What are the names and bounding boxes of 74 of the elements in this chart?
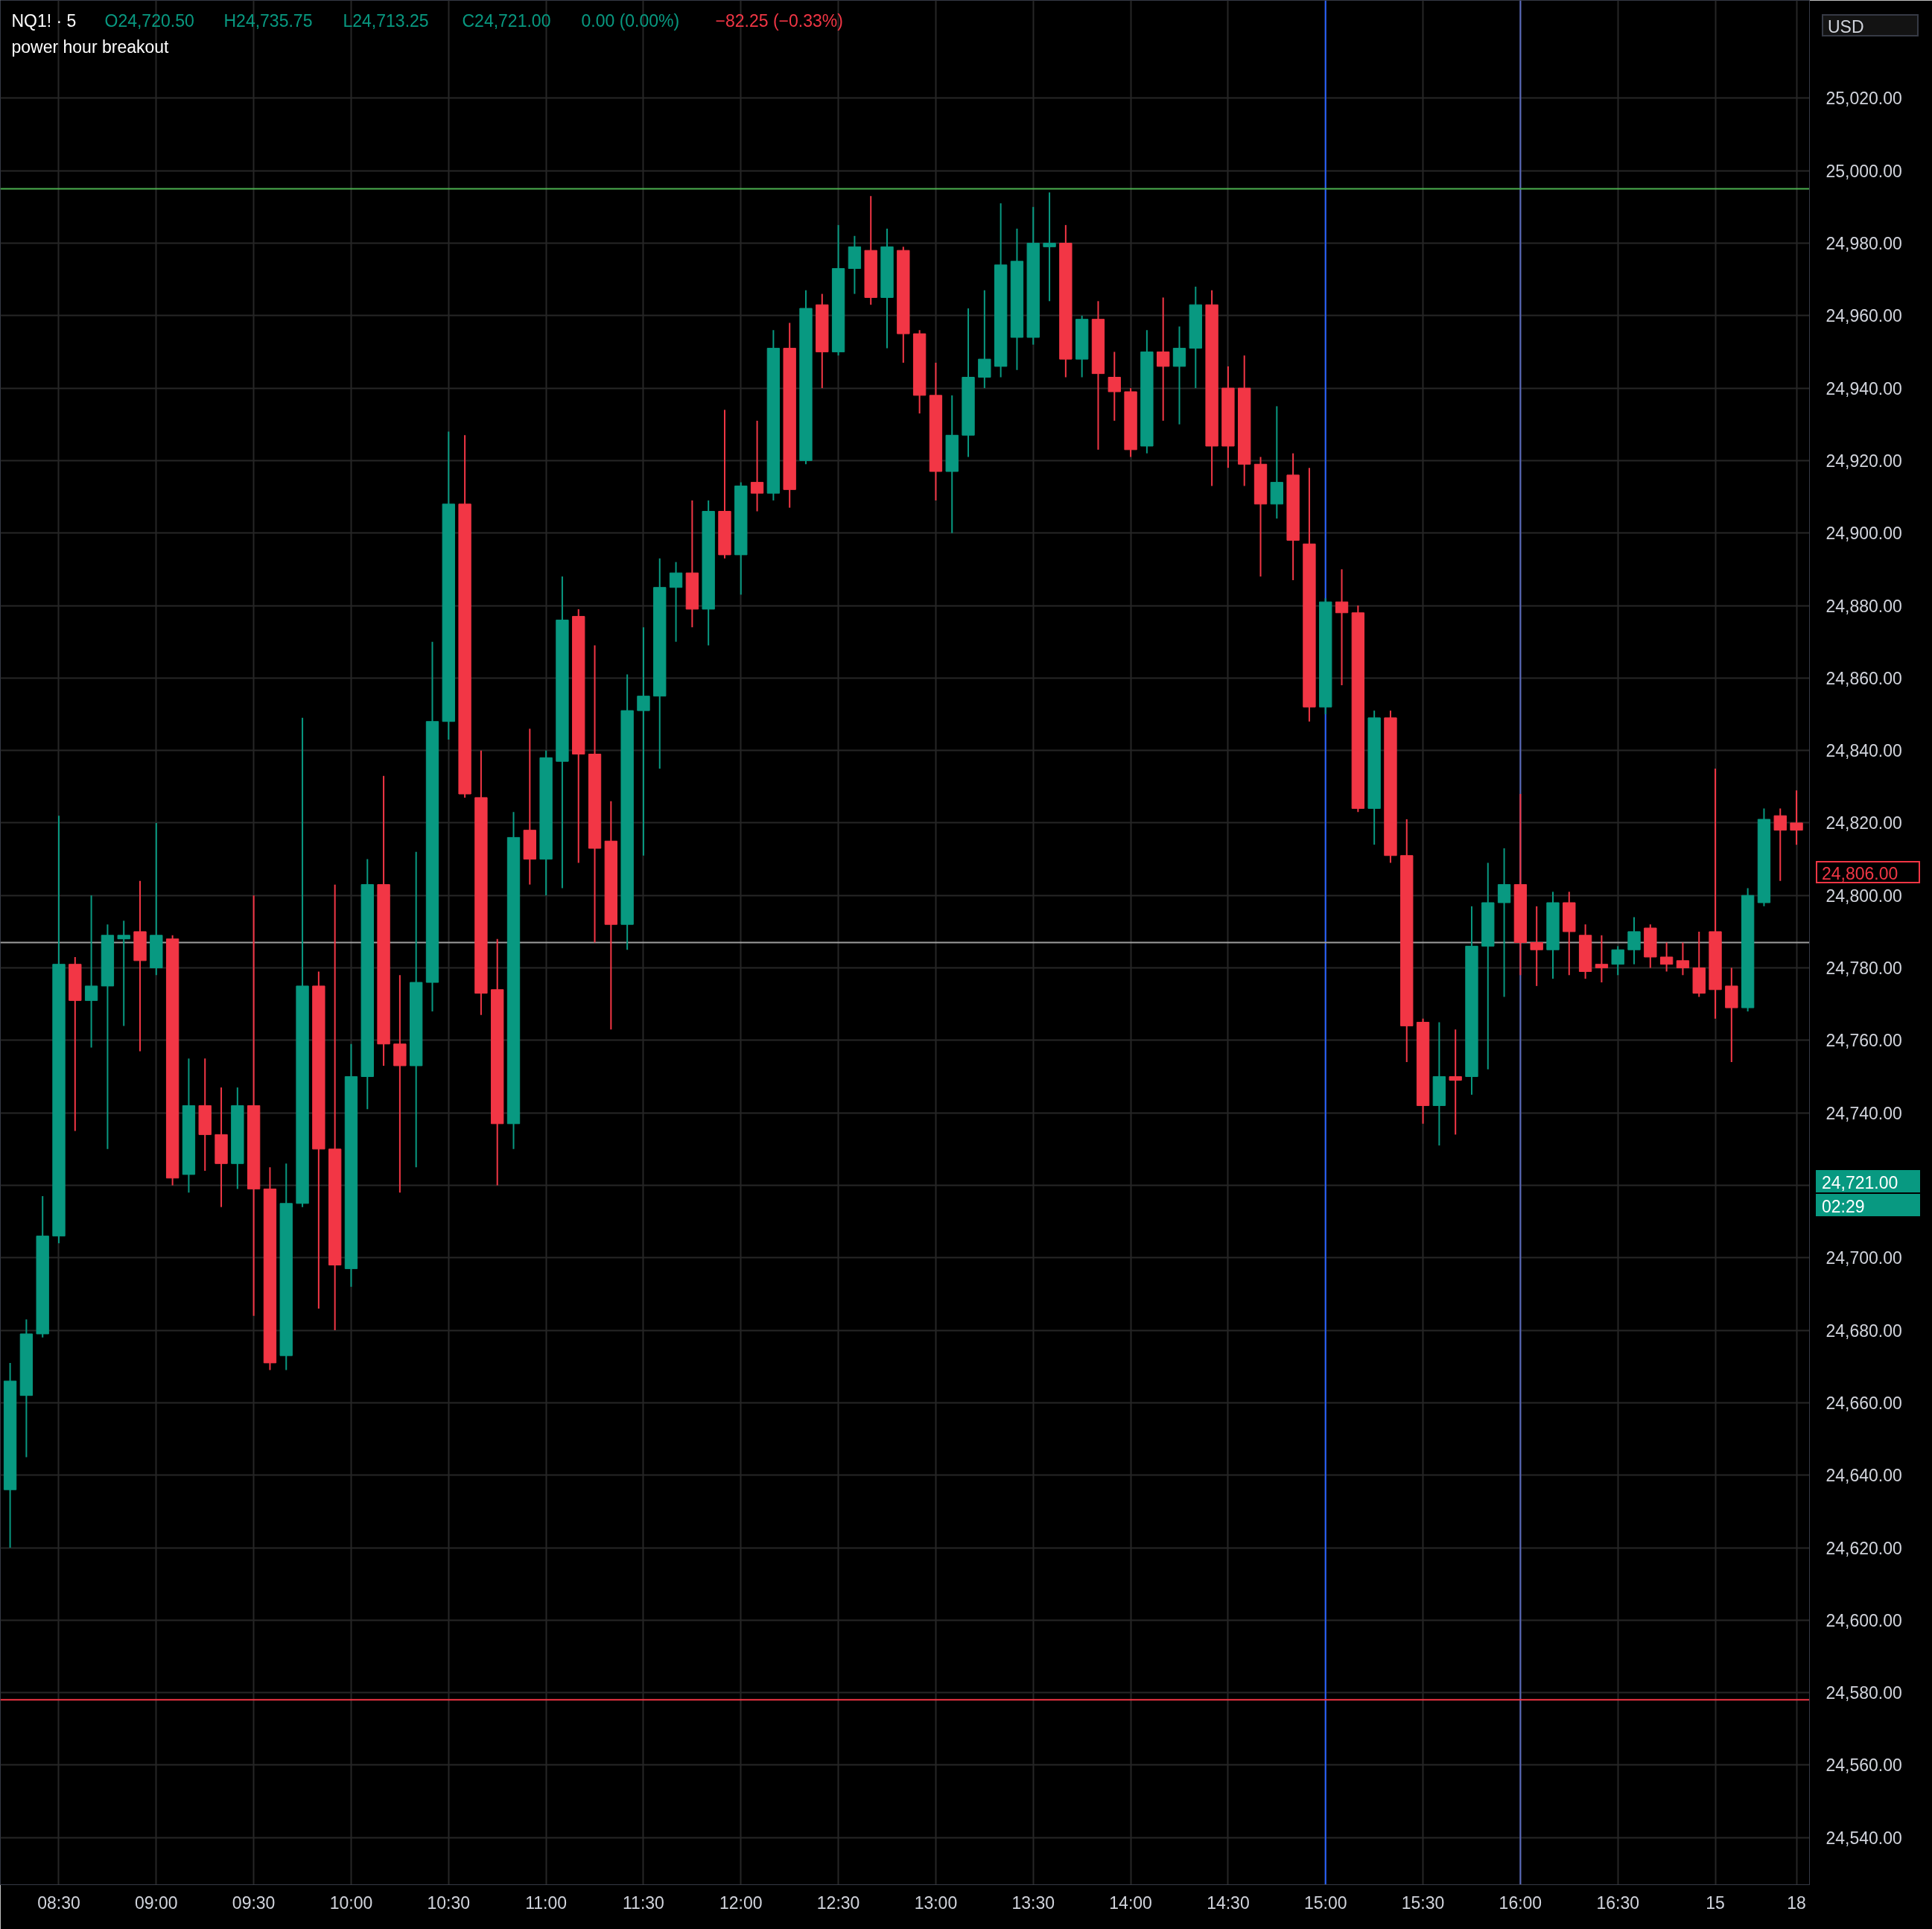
candlestick	[1659, 941, 1674, 973]
x-tick-label: 12:00	[719, 1893, 763, 1913]
text: power hour breakout	[11, 36, 170, 57]
candlestick	[1043, 191, 1056, 302]
y-tick-label: 24,760.00	[1825, 1031, 1902, 1051]
candlestick	[1335, 568, 1349, 687]
y-tick-label: 24,680.00	[1825, 1321, 1902, 1341]
x-tick-label: 16:30	[1596, 1893, 1639, 1913]
candlestick	[1108, 351, 1121, 422]
y-tick-label: 24,540.00	[1825, 1828, 1902, 1848]
text: 24,806.00	[1822, 863, 1898, 885]
x-tick-label: 11:30	[623, 1893, 664, 1913]
y-tick-label: 24,960.00	[1825, 306, 1902, 326]
y-tick-label: 24,700.00	[1825, 1248, 1902, 1268]
candlestick	[1676, 941, 1690, 976]
annotation: H24,735.75	[223, 10, 313, 31]
candlestick	[1790, 789, 1803, 846]
x-tick-label: 10:00	[329, 1893, 373, 1913]
y-tick-label: 24,800.00	[1825, 886, 1902, 906]
y-tick-label: 24,640.00	[1825, 1466, 1902, 1486]
annotation: L24,713.25	[343, 10, 429, 31]
x-tick-label: 11:00	[525, 1893, 568, 1913]
y-tick-label: 24,980.00	[1825, 233, 1902, 253]
x-tick-label: 14:00	[1109, 1893, 1152, 1913]
y-tick-label: 24,840.00	[1825, 741, 1902, 761]
candlestick	[1595, 934, 1609, 984]
candlestick	[1449, 1029, 1462, 1136]
text: USD	[1828, 16, 1864, 38]
y-tick-label: 25,020.00	[1825, 89, 1902, 109]
x-tick-label: 12:30	[816, 1893, 860, 1913]
candlestick	[84, 894, 98, 1049]
x-tick-label: 18	[1787, 1893, 1806, 1913]
y-tick-label: 24,860.00	[1825, 668, 1902, 688]
y-tick-label: 24,880.00	[1825, 596, 1902, 616]
x-tick-label: 14:30	[1207, 1893, 1250, 1913]
y-tick-label: 24,560.00	[1825, 1755, 1902, 1776]
candlestick	[637, 626, 650, 857]
candlestick	[1773, 807, 1787, 882]
y-tick-label: 24,600.00	[1825, 1610, 1902, 1630]
y-tick-label: 24,940.00	[1825, 378, 1902, 398]
x-tick-label: 13:30	[1011, 1893, 1055, 1913]
y-tick-label: 25,000.00	[1825, 161, 1902, 181]
annotation: −82.25 (−0.33%)	[715, 10, 843, 31]
x-tick-label: 15	[1706, 1893, 1725, 1913]
y-tick-label: 24,820.00	[1825, 813, 1902, 833]
x-tick-label: 10:30	[427, 1893, 471, 1913]
y-tick-label: 24,620.00	[1825, 1538, 1902, 1558]
x-tick-label: 09:00	[135, 1893, 178, 1913]
x-tick-label: 09:30	[232, 1893, 276, 1913]
candlestick	[1497, 848, 1511, 998]
candlestick	[1157, 296, 1170, 422]
x-tick-label: 15:00	[1303, 1893, 1347, 1913]
annotation: 0.00 (0.00%)	[581, 10, 680, 31]
y-tick-label: 24,580.00	[1825, 1683, 1902, 1703]
candlestick	[1530, 905, 1543, 987]
candlestick	[669, 561, 683, 643]
candlestick	[1611, 945, 1624, 976]
x-tick-label: 15:30	[1401, 1893, 1445, 1913]
annotation: C24,721.00	[462, 10, 551, 31]
text: NQ1! · 5	[11, 10, 77, 31]
text: 24,721.00	[1822, 1172, 1898, 1194]
candlestick	[117, 920, 130, 1027]
y-tick-label: 24,660.00	[1825, 1393, 1902, 1413]
text: 02:29	[1822, 1196, 1865, 1218]
candlestick	[393, 974, 407, 1194]
y-tick-label: 24,920.00	[1825, 451, 1902, 471]
x-tick-label: 13:00	[914, 1893, 958, 1913]
annotation: O24,720.50	[104, 10, 194, 31]
y-tick-label: 24,740.00	[1825, 1103, 1902, 1123]
x-tick-label: 08:30	[37, 1893, 80, 1913]
x-tick-label: 16:00	[1499, 1893, 1542, 1913]
y-tick-label: 24,900.00	[1825, 524, 1902, 544]
y-tick-label: 24,780.00	[1825, 959, 1902, 979]
candlestick	[750, 419, 764, 512]
